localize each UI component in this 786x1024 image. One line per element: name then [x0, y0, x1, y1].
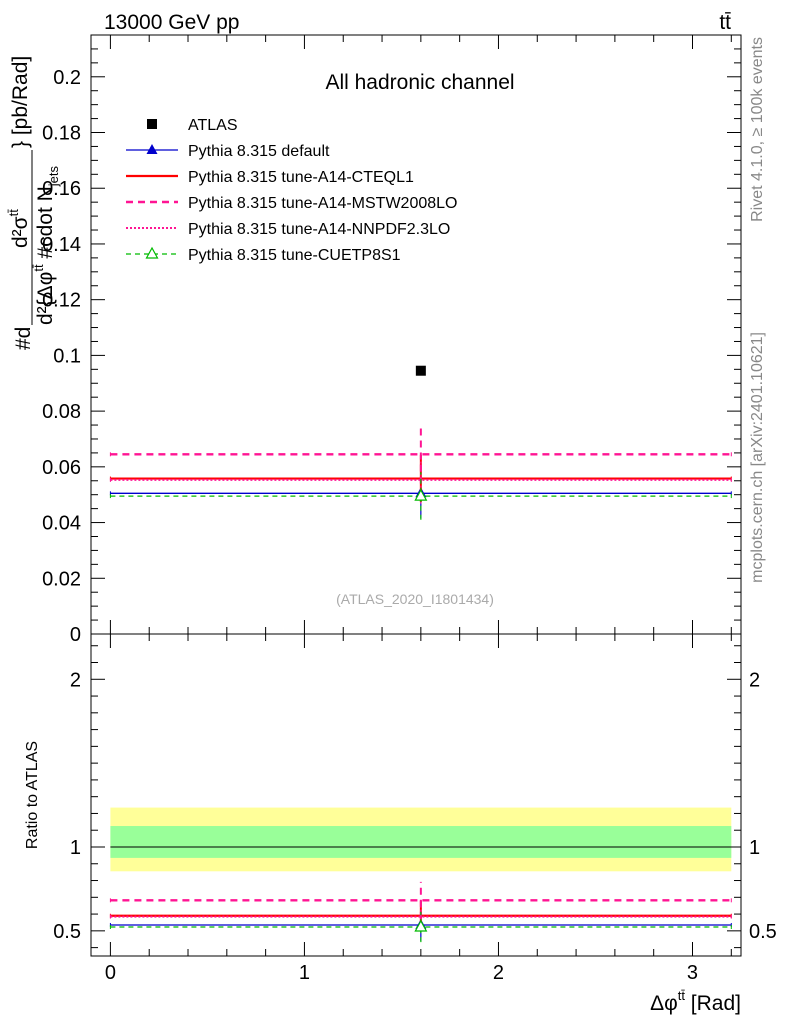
- legend-marker-0: [147, 119, 157, 129]
- x-tick-label-2: 2: [493, 962, 504, 984]
- main-series-marker-5: [414, 488, 428, 501]
- ylabel-denom: d²{Δφ: [34, 272, 57, 325]
- ratio-band-stat-uncertainty: [110, 826, 732, 858]
- ylabel-denom-sup: tt̄: [31, 264, 46, 272]
- ratio-series-marker-4: [414, 919, 428, 932]
- main-ytick-label-5: 0.1: [53, 345, 81, 367]
- legend-label-3: Pythia 8.315 tune-A14-MSTW2008LO: [188, 195, 457, 212]
- main-series-marker-0: [415, 365, 426, 376]
- x-axis-label: Δφtt̄ [Rad]: [650, 988, 741, 1015]
- ratio-ytick-label-right-2: 2: [749, 669, 760, 691]
- xlabel-tail: [Rad]: [685, 992, 741, 1015]
- ratio-y-axis-label: Ratio to ATLAS: [24, 741, 41, 849]
- ylabel-sigma: d²σ: [9, 216, 32, 248]
- main-ytick-label-4: 0.08: [42, 401, 81, 423]
- main-panel: 00.020.040.060.080.10.120.140.160.180.2 …: [42, 34, 742, 646]
- main-ytick-label-7: 0.14: [42, 234, 81, 256]
- svg-text:d²σtt̄: d²σtt̄: [6, 209, 32, 248]
- ratio-frame: [90, 633, 742, 957]
- legend-label-4: Pythia 8.315 tune-A14-NNPDF2.3LO: [188, 221, 450, 238]
- main-ytick-label-1: 0.02: [42, 568, 81, 590]
- legend-marker-5: [145, 246, 159, 259]
- ratio-ytick-label-right-1: 1: [749, 837, 760, 859]
- analysis-watermark: (ATLAS_2020_I1801434): [336, 591, 494, 607]
- ylabel-sigma-sup: tt̄: [6, 209, 21, 217]
- legend-marker-1: [146, 144, 158, 154]
- main-y-axis-label: #d d²σtt̄ } [pb/Rad] d²{Δφtt̄ #cdot Njet…: [6, 56, 61, 350]
- xlabel-sup: tt̄: [678, 988, 686, 1003]
- xlabel-main: Δφ: [650, 992, 678, 1015]
- main-ytick-label-8: 0.16: [42, 178, 81, 200]
- ratio-ytick-label-0: 0.5: [53, 921, 81, 943]
- ratio-ytick-label-2: 2: [70, 669, 81, 691]
- energy-label: 13000 GeV pp: [104, 11, 239, 34]
- ylabel-unit: } [pb/Rad]: [9, 56, 32, 148]
- legend-label-1: Pythia 8.315 default: [188, 143, 330, 160]
- legend-label-5: Pythia 8.315 tune-CUETP8S1: [188, 247, 401, 264]
- main-title: All hadronic channel: [325, 71, 514, 94]
- ratio-ytick-label-1: 1: [70, 837, 81, 859]
- rivet-version-label: Rivet 4.1.0, ≥ 100k events: [749, 37, 766, 222]
- main-ytick-label-2: 0.04: [42, 513, 81, 535]
- legend-label-2: Pythia 8.315 tune-A14-CTEQL1: [188, 169, 414, 186]
- legend-label-0: ATLAS: [188, 117, 238, 134]
- main-ytick-label-9: 0.18: [42, 123, 81, 145]
- main-ytick-label-6: 0.12: [42, 290, 81, 312]
- svg-text:d²{Δφtt̄ #cdot Njets: d²{Δφtt̄ #cdot Njets: [31, 165, 61, 325]
- mcplots-label: mcplots.cern.ch [arXiv:2401.10621]: [749, 332, 766, 583]
- main-ytick-label-10: 0.2: [53, 67, 81, 89]
- svg-text:} [pb/Rad]: } [pb/Rad]: [9, 56, 32, 148]
- ylabel-denom-sub: jets: [46, 165, 61, 187]
- svg-text:#d: #d: [12, 327, 35, 350]
- process-label: tt̄: [719, 11, 731, 34]
- x-tick-label-3: 3: [687, 962, 698, 984]
- x-tick-label-0: 0: [105, 962, 116, 984]
- legend: ATLAS Pythia 8.315 default Pythia 8.315 tu…: [126, 117, 457, 264]
- ylabel-numer: #d: [12, 327, 35, 350]
- ratio-panel: 0.5 0.5 1 1 2 2 0 1 2 3: [53, 633, 777, 984]
- main-ytick-label-0: 0: [70, 624, 81, 646]
- ratio-ytick-label-right-0: 0.5: [749, 921, 777, 943]
- main-ytick-label-3: 0.06: [42, 457, 81, 479]
- x-tick-label-1: 1: [299, 962, 310, 984]
- ylabel-denom-tail: #cdot N: [34, 186, 57, 264]
